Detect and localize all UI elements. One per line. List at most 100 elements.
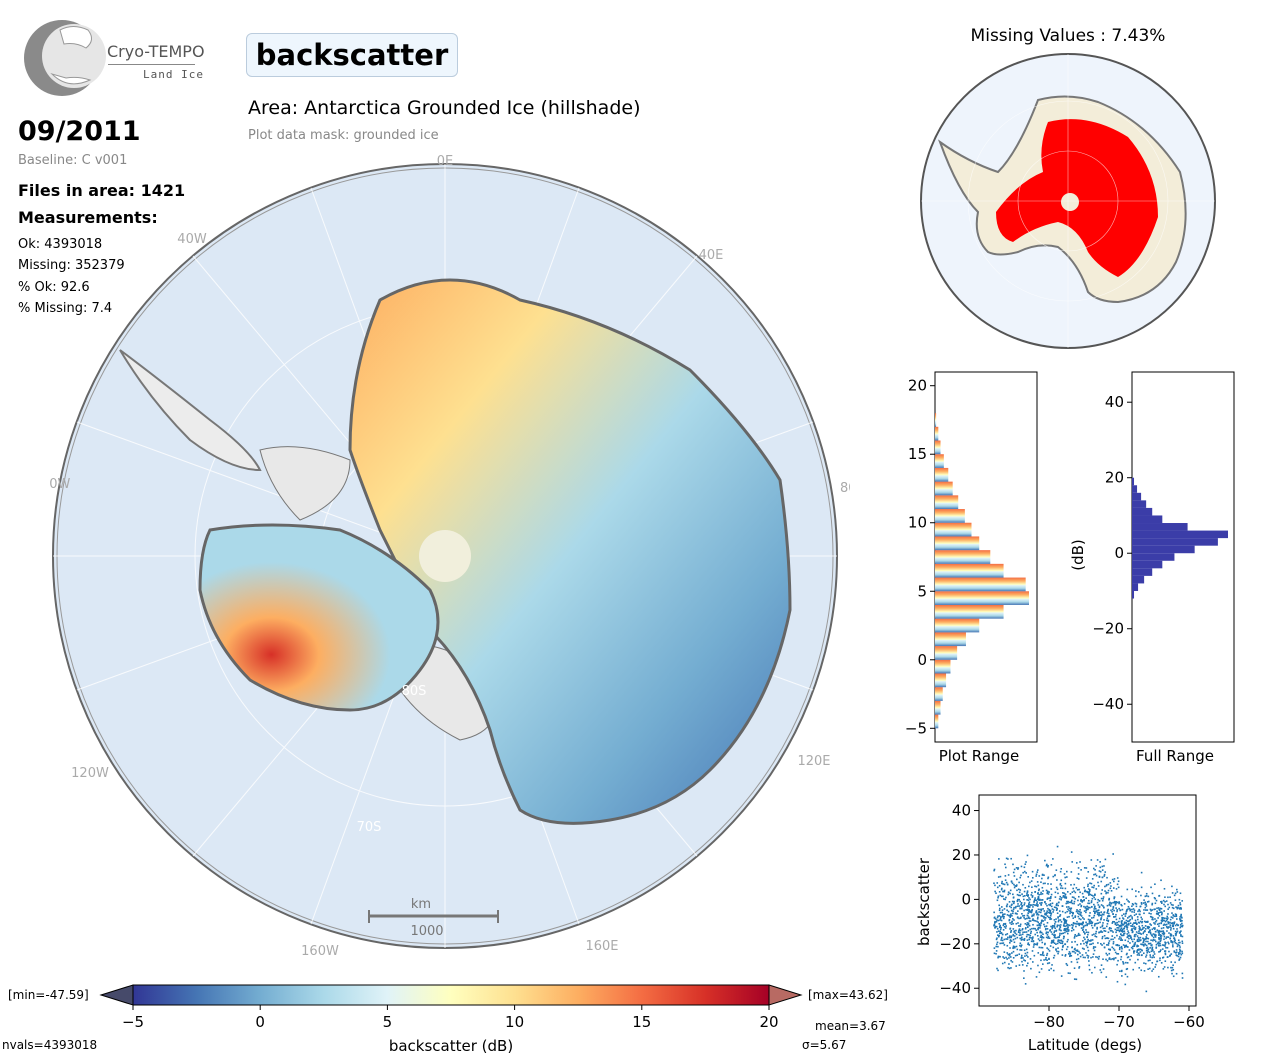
scatter-point [1023, 909, 1025, 912]
scatter-point [1138, 948, 1140, 951]
scatter-point [1148, 926, 1151, 929]
scatter-point [1051, 927, 1053, 930]
scatter-point [1109, 882, 1112, 884]
scatter-point [1012, 863, 1014, 866]
scatter-point [1121, 923, 1124, 926]
scatter-point [1139, 928, 1141, 931]
scatter-point [1113, 880, 1115, 883]
scatter-point [1089, 943, 1091, 946]
scatter-point [1146, 946, 1149, 949]
scatter-point [1018, 917, 1020, 920]
scatter-point [999, 930, 1002, 933]
scatter-point [1023, 914, 1026, 917]
scatter-point [1045, 927, 1047, 930]
scatter-point [1122, 961, 1124, 963]
scatter-point [1069, 912, 1071, 915]
scatter-point [1004, 898, 1007, 901]
scatter-point [1134, 961, 1137, 964]
scatter-point [1013, 906, 1015, 909]
scatter-point [1039, 925, 1042, 927]
scatter-point [1002, 898, 1005, 900]
scatter-point [1015, 867, 1018, 869]
scatter-point [1092, 916, 1095, 919]
scatter-point [1070, 954, 1073, 957]
scatter-point [1136, 945, 1138, 948]
scatter-point [1009, 922, 1011, 924]
scatter-point [1014, 912, 1017, 915]
scatter-point [1113, 896, 1116, 898]
scatter-point [1043, 910, 1046, 912]
scatter-point [1092, 886, 1095, 889]
scatter-point [1035, 904, 1038, 907]
scatter-point [1173, 937, 1175, 940]
scatter-point [1041, 952, 1044, 955]
scatter-point [1167, 941, 1169, 944]
scatter-point [1111, 908, 1114, 911]
scatter-point [1062, 896, 1065, 898]
scatter-point [1070, 911, 1073, 914]
scatter-point [1170, 934, 1173, 936]
scatter-point [1103, 865, 1105, 867]
scatter-point [1098, 876, 1101, 878]
scatter-point [997, 896, 999, 899]
scatter-point [1133, 922, 1136, 924]
scatter-point [1018, 925, 1020, 927]
scatter-point [1171, 942, 1174, 944]
scatter-point [1000, 916, 1002, 919]
scatter-point [1062, 937, 1065, 940]
scatter-point [1044, 900, 1046, 903]
scatter-point [1006, 909, 1008, 912]
scatter-point [1027, 956, 1029, 958]
scatter-point [1105, 919, 1108, 922]
scatter-point [1095, 910, 1098, 913]
scatter-point [1136, 940, 1139, 943]
scatter-point [1150, 944, 1152, 947]
scatter-point [1104, 871, 1107, 873]
scatter-point [1107, 944, 1110, 946]
scatter-point [1084, 938, 1086, 941]
scatter-point [1088, 968, 1091, 971]
scatter-point [1048, 969, 1050, 971]
scatter-point [1172, 969, 1175, 971]
scatter-point [1088, 921, 1091, 923]
scatter-point [1040, 946, 1042, 949]
scatter-point [1074, 897, 1076, 900]
scatter-point [1011, 909, 1013, 912]
scatter-point [1034, 920, 1037, 922]
scatter-point [1123, 930, 1126, 933]
scatter-point [1090, 882, 1093, 885]
scatter-point [1174, 961, 1176, 964]
scatter-point [1026, 909, 1029, 911]
scatter-point [1060, 898, 1062, 901]
scatter-point [1109, 901, 1111, 904]
scatter-point [1060, 940, 1063, 942]
scatter-point [1156, 910, 1158, 913]
scatter-point [1067, 902, 1069, 904]
scatter-point [1140, 954, 1143, 957]
scatter-point [1099, 942, 1102, 945]
scatter-point [1080, 915, 1083, 917]
ronne-ice-shelf [259, 446, 351, 521]
scatter-point [1141, 920, 1144, 923]
scatter-point [1025, 948, 1028, 951]
scatter-point [1160, 939, 1162, 941]
scatter-point [1026, 926, 1029, 929]
scatter-point [1164, 945, 1166, 947]
scatter-point [1017, 868, 1019, 870]
scatter-point [1017, 922, 1019, 924]
scatter-point [1091, 922, 1093, 924]
scatter-point [1125, 925, 1128, 927]
scatter-point [1102, 922, 1104, 924]
scatter-point [1090, 894, 1093, 897]
scatter-point [1051, 908, 1054, 910]
scatter-point [1154, 940, 1157, 943]
scatter-point [1009, 916, 1012, 918]
scatter-point [1084, 907, 1087, 909]
scatter-point [995, 952, 997, 955]
scatter-point [1022, 871, 1024, 874]
scatter-point [1081, 901, 1084, 903]
scatter-point [1179, 941, 1181, 944]
scatter-point [1132, 903, 1135, 906]
scatter-point [1016, 913, 1018, 915]
plot-range-tick: 20 [908, 377, 927, 395]
